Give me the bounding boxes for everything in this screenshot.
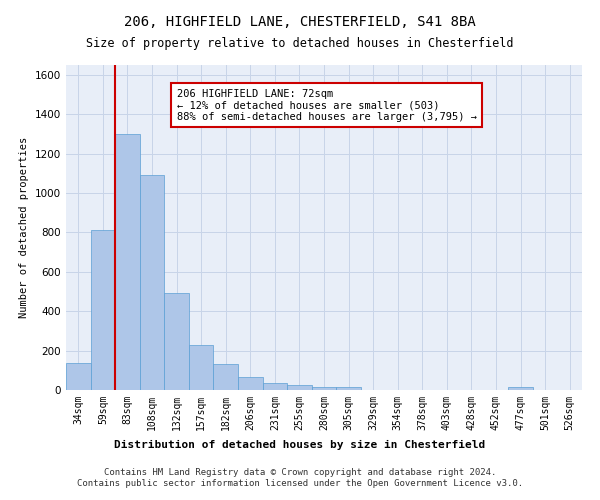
Bar: [336, 387, 361, 390]
Bar: [189, 344, 214, 390]
Text: 206, HIGHFIELD LANE, CHESTERFIELD, S41 8BA: 206, HIGHFIELD LANE, CHESTERFIELD, S41 8…: [124, 15, 476, 29]
Bar: [287, 385, 312, 390]
Bar: [263, 382, 287, 390]
Bar: [214, 364, 238, 390]
Bar: [66, 364, 91, 390]
Bar: [140, 176, 164, 390]
Text: Distribution of detached houses by size in Chesterfield: Distribution of detached houses by size …: [115, 440, 485, 450]
Y-axis label: Number of detached properties: Number of detached properties: [19, 137, 29, 318]
Text: 206 HIGHFIELD LANE: 72sqm
← 12% of detached houses are smaller (503)
88% of semi: 206 HIGHFIELD LANE: 72sqm ← 12% of detac…: [176, 88, 476, 122]
Text: Size of property relative to detached houses in Chesterfield: Size of property relative to detached ho…: [86, 38, 514, 51]
Bar: [238, 377, 263, 390]
Bar: [115, 134, 140, 390]
Bar: [91, 230, 115, 390]
Bar: [312, 387, 336, 390]
Text: Contains HM Land Registry data © Crown copyright and database right 2024.
Contai: Contains HM Land Registry data © Crown c…: [77, 468, 523, 487]
Bar: [508, 387, 533, 390]
Bar: [164, 294, 189, 390]
